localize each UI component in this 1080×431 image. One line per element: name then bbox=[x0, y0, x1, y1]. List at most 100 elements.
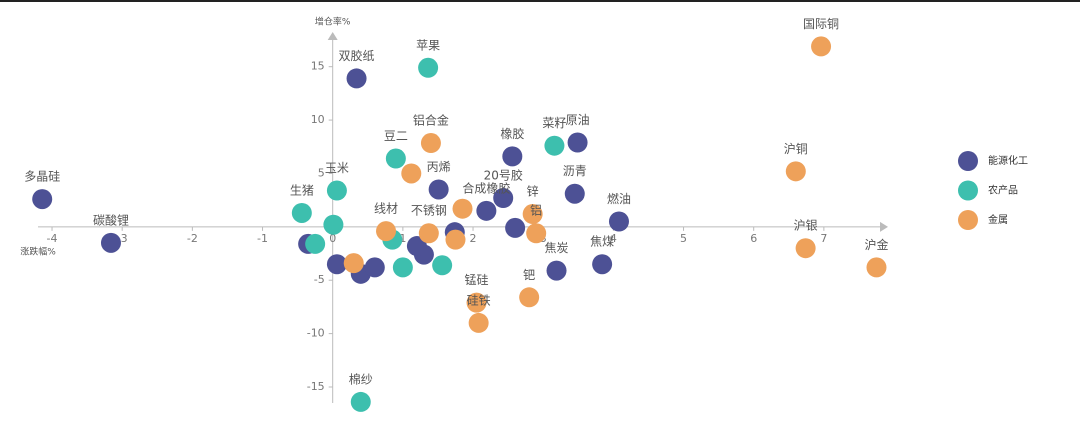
x-tick-label: 1 bbox=[399, 232, 406, 245]
point bbox=[567, 132, 588, 153]
point-label: 20号胶 bbox=[484, 168, 523, 183]
x-tick-label: -2 bbox=[187, 232, 198, 245]
point bbox=[385, 148, 406, 169]
x-tick-label: 4 bbox=[610, 232, 617, 245]
point bbox=[592, 254, 613, 275]
point bbox=[401, 163, 422, 184]
point bbox=[522, 204, 543, 225]
y-tick-label: 10 bbox=[311, 113, 325, 126]
point bbox=[364, 257, 385, 278]
x-tick-label: -4 bbox=[47, 232, 58, 245]
x-arrow bbox=[880, 221, 888, 232]
y-tick-label: -10 bbox=[307, 327, 325, 340]
point-label: 合成橡胶 bbox=[462, 180, 510, 195]
point-label: 沥青 bbox=[563, 164, 587, 178]
point bbox=[795, 238, 816, 259]
y-tick-label: 5 bbox=[318, 166, 325, 179]
legend-label: 农产品 bbox=[988, 184, 1018, 197]
legend-swatch bbox=[958, 180, 978, 201]
point bbox=[343, 253, 364, 274]
point bbox=[32, 189, 53, 210]
y-tick-label: -15 bbox=[307, 380, 325, 393]
point bbox=[418, 223, 439, 244]
point-label: 豆二 bbox=[384, 129, 408, 143]
point-label: 国际铜 bbox=[803, 16, 839, 31]
point-label: 生猪 bbox=[290, 183, 314, 197]
top-border bbox=[0, 0, 1080, 2]
point-label: 焦炭 bbox=[545, 241, 569, 255]
y-tick-label: 15 bbox=[311, 60, 325, 73]
x-tick-label: -3 bbox=[117, 232, 128, 245]
legend-label: 金属 bbox=[988, 213, 1008, 226]
y-tick-label: -5 bbox=[314, 273, 325, 286]
point bbox=[502, 146, 523, 167]
x-tick-label: 2 bbox=[470, 232, 477, 245]
point bbox=[420, 133, 441, 154]
point-label: 原油 bbox=[566, 113, 590, 127]
point-label: 棉纱 bbox=[349, 372, 373, 386]
point-label: 锰硅 bbox=[465, 272, 489, 287]
point-label: 菜籽 bbox=[542, 116, 566, 130]
point bbox=[432, 255, 453, 276]
x-tick-label: 7 bbox=[820, 232, 827, 245]
point-label: 硅铁 bbox=[467, 293, 491, 307]
point bbox=[866, 257, 887, 278]
point bbox=[445, 229, 466, 250]
point bbox=[476, 200, 497, 221]
point-label: 沪银 bbox=[794, 219, 818, 233]
point bbox=[418, 57, 439, 78]
point-label: 燃油 bbox=[607, 191, 631, 206]
point bbox=[428, 179, 449, 200]
point bbox=[466, 292, 487, 313]
point-label: 锌 bbox=[527, 185, 539, 199]
point-label: 双胶纸 bbox=[339, 48, 375, 63]
point-label: 铝合金 bbox=[413, 113, 449, 128]
point bbox=[811, 36, 832, 57]
point bbox=[392, 257, 413, 278]
point bbox=[452, 198, 473, 219]
point bbox=[546, 260, 567, 281]
point bbox=[305, 233, 326, 254]
point bbox=[100, 232, 121, 253]
x-tick-label: 0 bbox=[329, 232, 336, 245]
legend-swatch bbox=[958, 210, 978, 230]
point bbox=[376, 221, 397, 242]
point bbox=[468, 312, 489, 333]
point bbox=[505, 217, 526, 238]
legend-label: 能源化工 bbox=[988, 154, 1028, 167]
x-axis-title: 涨跌幅% bbox=[20, 246, 56, 258]
point bbox=[608, 211, 629, 232]
point bbox=[326, 254, 347, 275]
point-label: 沪金 bbox=[864, 237, 888, 252]
point-label: 苹果 bbox=[416, 38, 440, 52]
point-label: 玉米 bbox=[325, 161, 349, 175]
point-label: 多晶硅 bbox=[24, 170, 60, 184]
y-arrow bbox=[327, 32, 338, 40]
point bbox=[493, 188, 514, 209]
point-label: 铝 bbox=[530, 203, 542, 218]
x-tick-label: 6 bbox=[750, 232, 757, 245]
point-label: 沪铜 bbox=[784, 141, 808, 156]
point-label: 碳酸锂 bbox=[93, 212, 129, 227]
point-label: 不锈钢 bbox=[411, 204, 447, 218]
x-tick-label: 5 bbox=[680, 232, 687, 245]
point bbox=[406, 236, 427, 257]
x-tick-label: -1 bbox=[257, 232, 268, 245]
point-label: 焦煤 bbox=[590, 235, 614, 249]
point bbox=[564, 183, 585, 204]
point bbox=[326, 180, 347, 201]
y-axis-title: 增仓率% bbox=[315, 16, 351, 28]
point bbox=[544, 135, 565, 156]
point-label: 丙烯 bbox=[427, 160, 451, 174]
legend-swatch bbox=[958, 151, 978, 171]
point bbox=[785, 161, 806, 182]
point bbox=[350, 391, 371, 412]
point bbox=[346, 68, 367, 89]
point bbox=[323, 214, 344, 235]
point bbox=[526, 223, 547, 244]
point bbox=[291, 202, 312, 223]
